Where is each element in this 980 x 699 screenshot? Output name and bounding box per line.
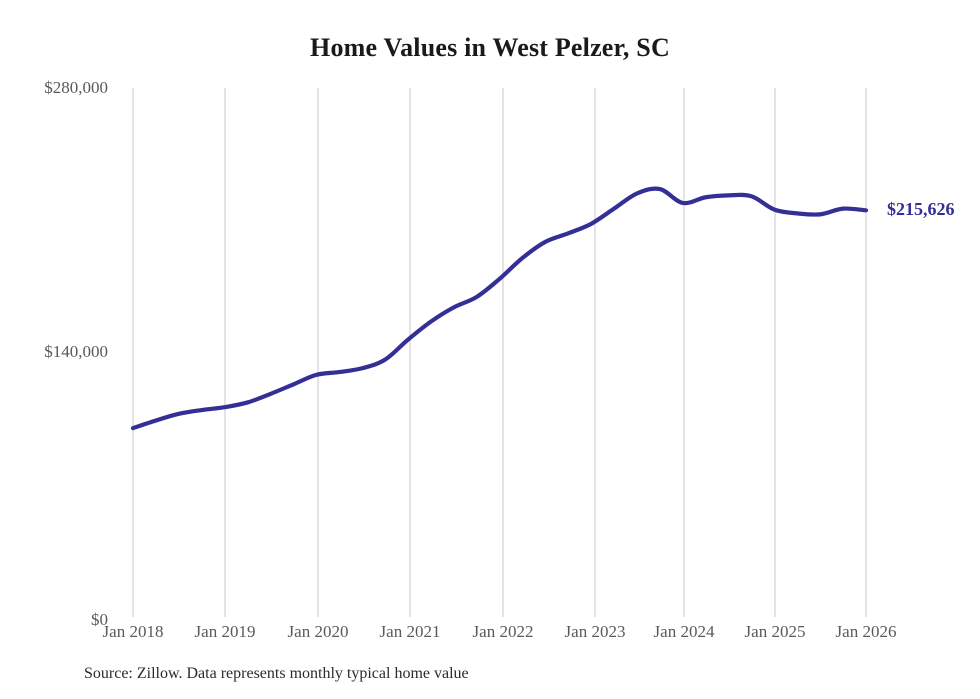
vertical-gridlines bbox=[132, 88, 867, 617]
y-tick-label-0: $280,000 bbox=[44, 78, 108, 97]
last-value-annotation: $215,626 bbox=[887, 199, 955, 220]
x-tick-label-4: Jan 2022 bbox=[472, 622, 534, 641]
data-series-group bbox=[130, 186, 869, 431]
chart-title: Home Values in West Pelzer, SC bbox=[310, 33, 670, 62]
y-tick-label-1: $140,000 bbox=[44, 342, 108, 361]
y-tick-label-2: $0 bbox=[91, 610, 108, 629]
source-note: Source: Zillow. Data represents monthly … bbox=[84, 665, 469, 682]
x-tick-label-2: Jan 2020 bbox=[287, 622, 349, 641]
x-tick-label-6: Jan 2024 bbox=[653, 622, 715, 641]
x-tick-label-3: Jan 2021 bbox=[379, 622, 441, 641]
line-series-typical-home-value bbox=[130, 186, 869, 431]
x-tick-label-1: Jan 2019 bbox=[194, 622, 256, 641]
x-tick-label-7: Jan 2025 bbox=[744, 622, 806, 641]
x-tick-label-0: Jan 2018 bbox=[102, 622, 164, 641]
x-tick-label-8: Jan 2026 bbox=[835, 622, 897, 641]
x-tick-label-5: Jan 2023 bbox=[564, 622, 626, 641]
